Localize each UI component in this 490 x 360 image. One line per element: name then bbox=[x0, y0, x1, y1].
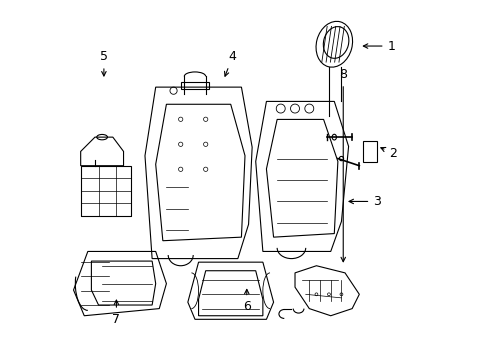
Text: 6: 6 bbox=[243, 289, 251, 313]
Text: 3: 3 bbox=[349, 195, 381, 208]
Text: 2: 2 bbox=[381, 147, 397, 160]
Text: 4: 4 bbox=[224, 50, 237, 76]
Text: 8: 8 bbox=[339, 68, 347, 262]
Text: 5: 5 bbox=[100, 50, 108, 76]
Bar bbox=[181, 82, 209, 89]
Text: 7: 7 bbox=[112, 300, 121, 326]
Bar bbox=[81, 166, 131, 216]
Text: 1: 1 bbox=[363, 40, 395, 53]
